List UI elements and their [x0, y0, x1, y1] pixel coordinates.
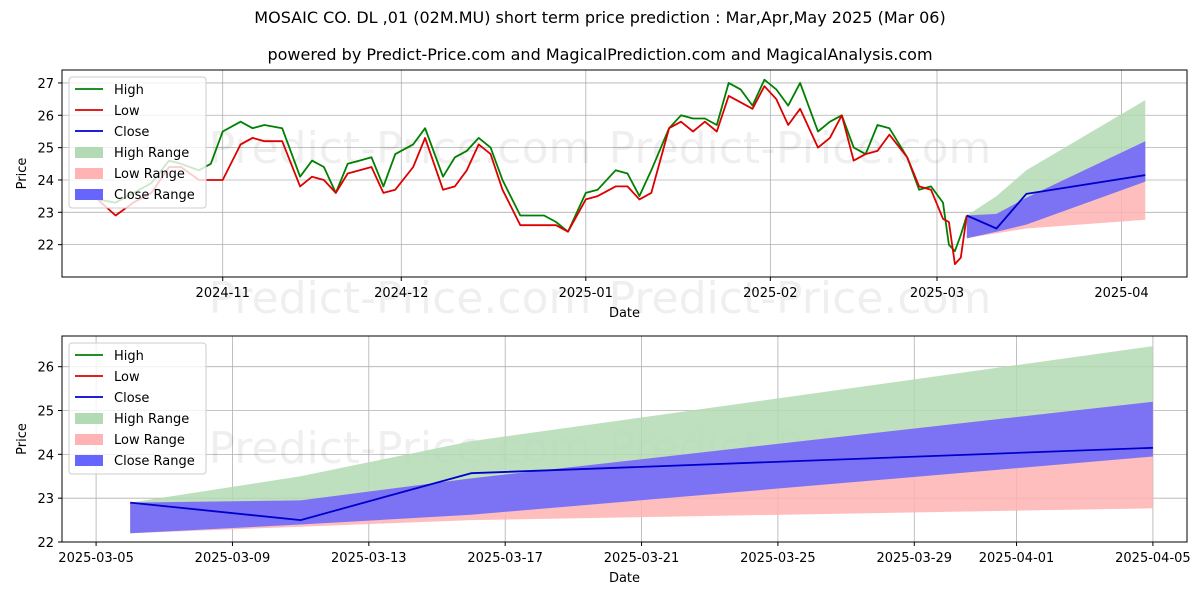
chart-subtitle: powered by Predict-Price.com and Magical…	[267, 45, 933, 64]
x-tick-label: 2024-12	[374, 286, 428, 301]
plot-frame	[61, 69, 1188, 278]
legend-label: Close	[114, 391, 149, 406]
y-tick-label: 22	[37, 536, 54, 551]
x-tick-label: 2025-02	[743, 286, 797, 301]
x-tick-label: 2025-04-05	[1115, 551, 1191, 566]
x-tick-label: 2025-03-21	[604, 551, 680, 566]
x-tick-label: 2025-03-25	[740, 551, 816, 566]
chart-panel-lower: Predict-Price.comPredict-Price.com2025-0…	[15, 335, 1191, 586]
watermark: Predict-Price.com	[609, 273, 992, 324]
legend-label: High Range	[114, 412, 189, 427]
legend-swatch-close-range	[75, 189, 103, 200]
y-tick-label: 23	[37, 492, 54, 507]
legend-label: High	[114, 349, 144, 364]
close-series-line	[966, 174, 1146, 230]
low-series-line	[79, 85, 968, 266]
x-tick-label: 2025-03-29	[876, 551, 952, 566]
legend-label: Low	[114, 104, 140, 119]
legend-box	[68, 76, 207, 209]
high-range-band	[130, 346, 1153, 534]
watermark: Predict-Price.com	[209, 273, 592, 324]
x-tick-label: 2025-04	[1094, 286, 1148, 301]
plot-frame	[61, 335, 1188, 543]
y-tick-label: 23	[37, 206, 54, 221]
legend-label: Close Range	[114, 454, 195, 469]
chart-panel-upper: Predict-Price.com Predict-Price.com2024-1…	[15, 69, 1188, 321]
legend: High Low Close High Range Low Range Close Ran…	[68, 342, 207, 475]
y-tick-label: 25	[37, 405, 54, 420]
legend-label: Low Range	[114, 167, 185, 182]
x-tick-label: 2025-03-09	[195, 551, 271, 566]
x-axis-label: Date	[609, 306, 640, 321]
x-tick-label: 2025-01	[559, 286, 613, 301]
y-tick-label: 25	[37, 142, 54, 157]
x-axis-label: Date	[609, 571, 640, 586]
high-series-line	[79, 78, 968, 253]
legend-swatch-high-range	[75, 413, 103, 424]
legend-label: High Range	[114, 146, 189, 161]
legend-label: Close Range	[114, 188, 195, 203]
high-range-band	[966, 100, 1146, 239]
x-tick-label: 2024-11	[196, 286, 250, 301]
y-tick-label: 26	[37, 361, 54, 376]
legend-swatch-low-range	[75, 434, 103, 445]
legend-box	[68, 342, 207, 475]
plot-area	[130, 346, 1153, 534]
legend-label: Low Range	[114, 433, 185, 448]
watermark-group: Predict-Price.com Predict-Price.com	[209, 123, 992, 174]
y-tick-label: 24	[37, 448, 54, 463]
x-tick-label: 2025-03-05	[58, 551, 134, 566]
close-series-line	[130, 446, 1153, 521]
y-tick-label: 24	[37, 174, 54, 189]
chart-title: MOSAIC CO. DL ,01 (02M.MU) short term pr…	[254, 8, 946, 27]
legend-label: High	[114, 83, 144, 98]
x-tick-label: 2025-03	[910, 286, 964, 301]
x-tick-label: 2025-03-13	[331, 551, 407, 566]
legend: High Low Close High Range Low Range Close Ran…	[68, 76, 207, 209]
watermark: Predict-Price.com	[609, 123, 992, 174]
y-tick-label: 22	[37, 239, 54, 254]
y-axis-label: Price	[15, 423, 30, 455]
y-tick-label: 27	[37, 77, 54, 92]
x-tick-label: 2025-03-17	[467, 551, 543, 566]
plot-area	[79, 78, 1146, 266]
legend-swatch-close-range	[75, 455, 103, 466]
watermark: Predict-Price.com	[209, 123, 592, 174]
y-axis-label: Price	[15, 158, 30, 190]
legend-label: Low	[114, 370, 140, 385]
legend-swatch-low-range	[75, 168, 103, 179]
y-tick-label: 26	[37, 109, 54, 124]
legend-label: Close	[114, 125, 149, 140]
x-tick-label: 2025-04-01	[979, 551, 1055, 566]
legend-swatch-high-range	[75, 147, 103, 158]
